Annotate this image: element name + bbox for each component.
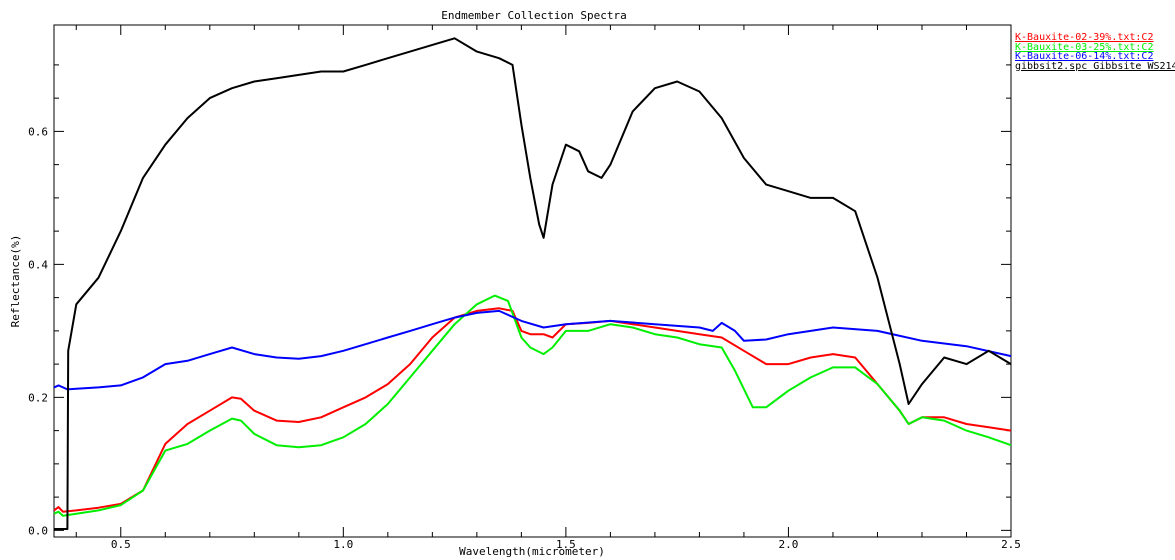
x-axis-label: Wavelength(micrometer) — [459, 545, 605, 558]
series-layer — [53, 37, 1012, 530]
series-line-2 — [53, 309, 1012, 391]
chart-title: Endmember Collection Spectra — [441, 9, 626, 22]
x-tick-label: 2.0 — [779, 538, 799, 551]
y-axis-label: Reflectance(%) — [9, 235, 22, 328]
legend-item-gibbsite: gibbsit2.spc Gibbsite WS214 — [1015, 60, 1175, 72]
x-tick-label: 2.5 — [1001, 538, 1021, 551]
legend-item-k-bauxite-03: K-Bauxite-03-25%.txt:C2 — [1015, 41, 1154, 53]
axis-ticks: 0.5 1.0 1.5 2.0 2.5 0.0 0.2 0.4 0.6 — [28, 25, 1021, 551]
y-tick-label: 0.0 — [28, 524, 48, 537]
y-tick-label: 0.6 — [28, 125, 48, 138]
legend-item-k-bauxite-06: K-Bauxite-06-14%.txt:C2 — [1015, 51, 1154, 62]
y-tick-label: 0.4 — [28, 258, 48, 271]
legend-item-k-bauxite-02: K-Bauxite-02-39%.txt:C2 — [1015, 32, 1154, 43]
x-tick-label: 1.0 — [333, 538, 353, 551]
legend: K-Bauxite-02-39%.txt:C2 K-Bauxite-03-25%… — [1015, 33, 1175, 71]
series-line-3 — [54, 37, 1012, 530]
series-line-0 — [53, 307, 1012, 513]
y-tick-label: 0.2 — [28, 391, 48, 404]
plot-frame — [53, 24, 1012, 538]
x-tick-label: 1.5 — [556, 538, 576, 551]
x-tick-label: 0.5 — [111, 538, 131, 551]
series-line-1 — [53, 294, 1012, 517]
